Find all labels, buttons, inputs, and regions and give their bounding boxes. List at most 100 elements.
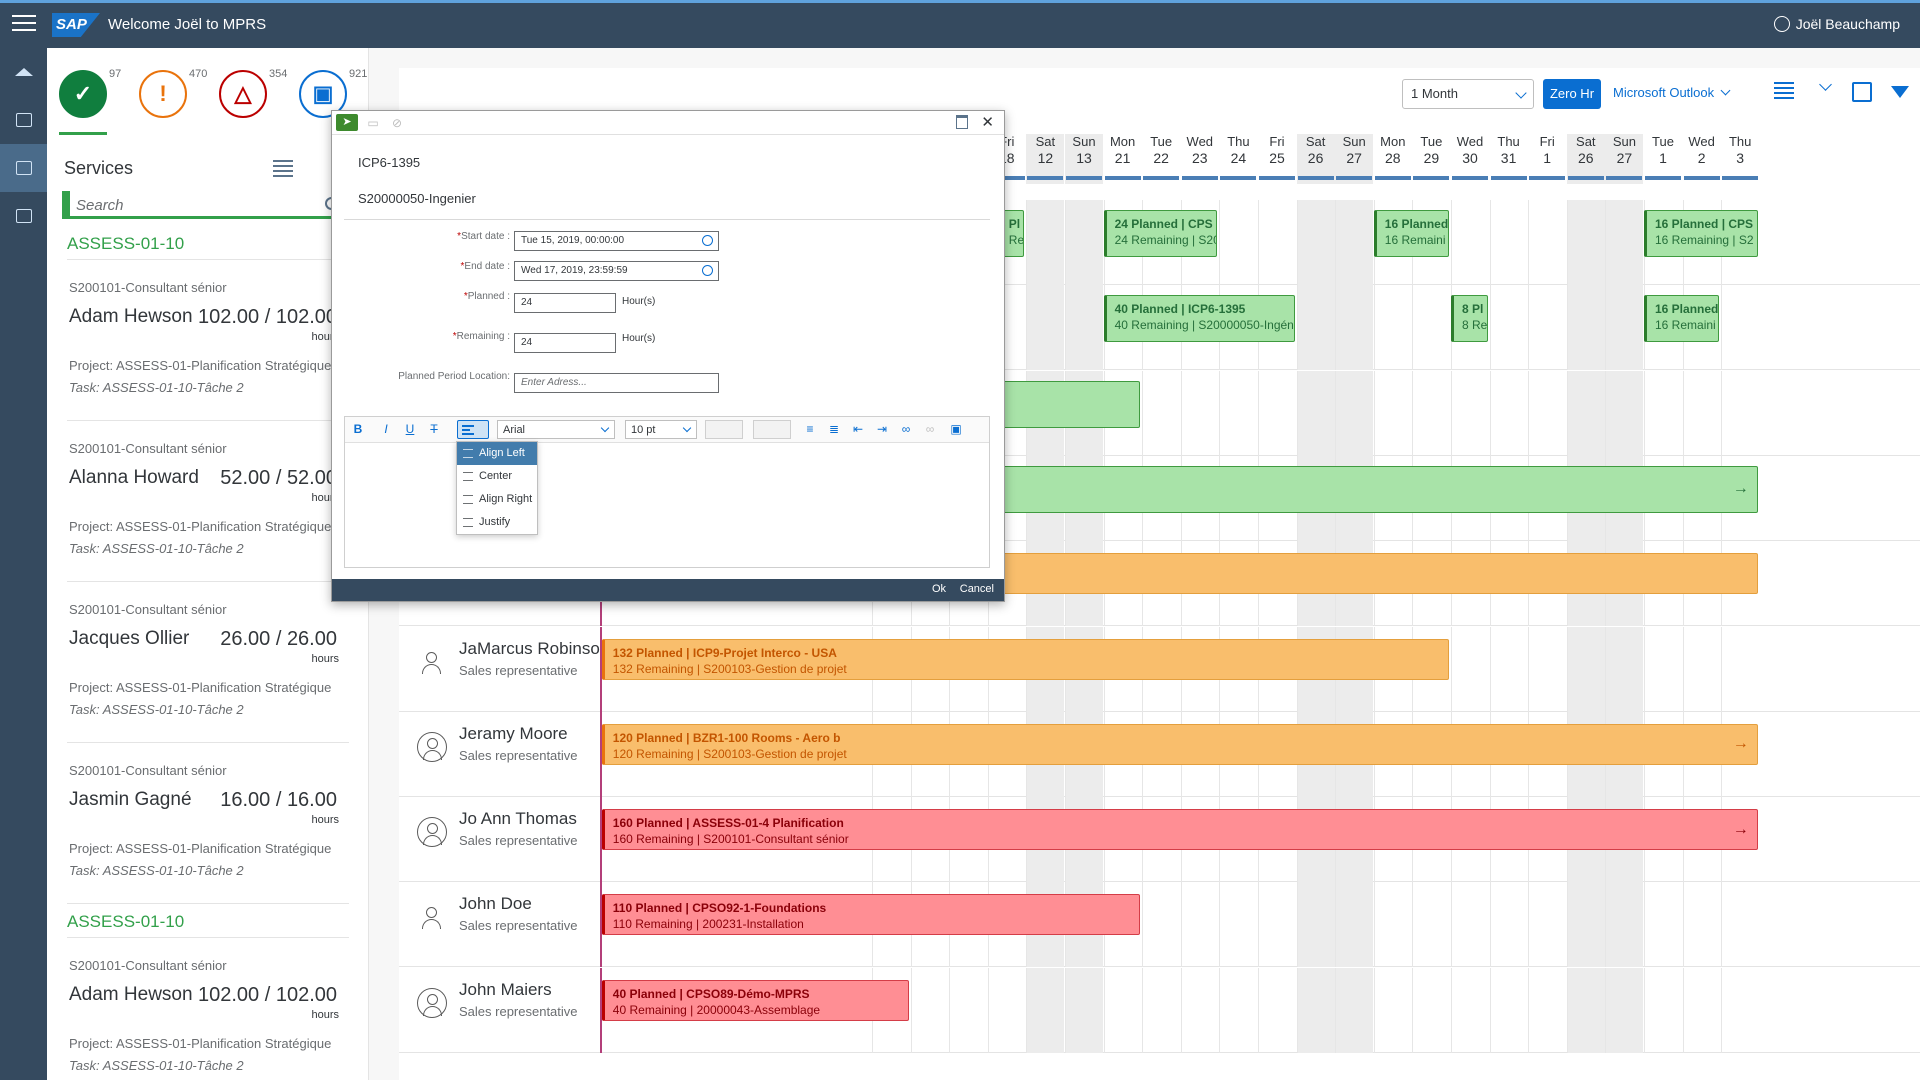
day-cell[interactable] (1412, 967, 1450, 1053)
day-column-header[interactable]: Sat 26 (1566, 134, 1605, 184)
day-cell[interactable] (1721, 370, 1759, 456)
day-column-header[interactable]: Wed 23 (1181, 134, 1219, 184)
day-cell[interactable] (1528, 370, 1566, 456)
end-date-input[interactable]: Wed 17, 2019, 23:59:59 (514, 261, 719, 281)
send-icon[interactable]: ➤ (336, 114, 358, 131)
day-cell[interactable] (1566, 285, 1605, 371)
day-cell[interactable] (1373, 370, 1412, 456)
day-cell[interactable] (1412, 370, 1450, 456)
day-column-header[interactable]: Sun 27 (1335, 134, 1374, 184)
cancel-button[interactable]: Cancel (959, 583, 994, 595)
day-column-header[interactable]: Thu 31 (1490, 134, 1528, 184)
align-menu-item[interactable]: Align Left (457, 442, 537, 465)
day-cell[interactable] (1528, 967, 1566, 1053)
day-cell[interactable] (1721, 882, 1759, 968)
assignment-bar[interactable]: 110 Planned | CPSO92-1-Foundations 110 Re… (601, 894, 1141, 936)
day-cell[interactable] (1644, 967, 1682, 1053)
day-cell[interactable] (1605, 370, 1644, 456)
resource-info[interactable]: Jeramy Moore Sales representative (417, 720, 697, 790)
day-cell[interactable] (1682, 626, 1721, 712)
day-cell[interactable] (1566, 200, 1605, 285)
assignment-bar[interactable]: 16 Planned 16 Remaini (1373, 210, 1449, 257)
day-cell[interactable] (1528, 626, 1566, 712)
day-cell[interactable] (1335, 882, 1374, 968)
start-date-input[interactable]: Tue 15, 2019, 00:00:00 (514, 231, 719, 251)
align-menu-item[interactable]: Align Right (457, 488, 537, 511)
day-column-header[interactable]: Tue 1 (1644, 134, 1682, 184)
assignment-bar[interactable]: 40 Planned | CPSO89-Démo-MPRS 40 Remainin… (601, 979, 909, 1021)
nav-planning[interactable] (0, 144, 47, 192)
day-cell[interactable] (1258, 370, 1296, 456)
outdent-button[interactable]: ⇤ (852, 422, 864, 436)
day-cell[interactable] (1335, 200, 1374, 285)
day-cell[interactable] (1026, 967, 1065, 1053)
assignment-bar[interactable]: 8 Pl 8 Re (1451, 295, 1488, 343)
day-cell[interactable] (1605, 285, 1644, 371)
day-cell[interactable] (1566, 967, 1605, 1053)
image-button[interactable]: ▣ (950, 422, 962, 436)
service-item[interactable]: S200101-Consultant sénior Jacques Ollier 2… (67, 582, 349, 743)
day-cell[interactable] (1528, 200, 1566, 285)
planned-input[interactable]: 24 (514, 293, 616, 313)
day-cell[interactable] (1682, 370, 1721, 456)
resource-info[interactable]: John Maiers Sales representative (417, 976, 697, 1046)
period-select[interactable]: 1 Month (1402, 79, 1534, 109)
day-column-header[interactable]: Sun 13 (1065, 134, 1103, 184)
day-cell[interactable] (1026, 200, 1065, 285)
day-cell[interactable] (1451, 626, 1489, 712)
resource-info[interactable]: John Doe Sales representative (417, 890, 697, 960)
service-group-header[interactable]: ASSESS-01-10 (67, 904, 349, 938)
day-column-header[interactable]: Fri 25 (1258, 134, 1296, 184)
day-cell[interactable] (1103, 967, 1142, 1053)
background-color-button[interactable] (753, 420, 791, 439)
bold-button[interactable]: B (353, 422, 363, 436)
search-field[interactable]: Search (62, 191, 346, 219)
day-cell[interactable] (1451, 370, 1489, 456)
day-cell[interactable] (910, 967, 949, 1053)
day-cell[interactable] (1489, 200, 1528, 285)
list-view-icon[interactable] (273, 160, 293, 178)
day-cell[interactable] (1180, 370, 1219, 456)
service-item[interactable]: S200101-Consultant sénior Jasmin Gagné 16.… (67, 743, 349, 904)
service-item[interactable]: S200101-Consultant sénior Adam Hewson 102.… (67, 938, 349, 1080)
nav-home[interactable] (0, 48, 47, 96)
day-cell[interactable] (1605, 626, 1644, 712)
search-input[interactable]: Search (76, 197, 124, 214)
kpi-tile[interactable]: ▣ 921 (299, 68, 367, 128)
calendar-source-select[interactable]: Microsoft Outlook (1613, 85, 1731, 100)
day-cell[interactable] (1142, 370, 1180, 456)
calendar-icon[interactable] (1852, 82, 1872, 102)
day-cell[interactable] (1605, 967, 1644, 1053)
day-column-header[interactable]: Fri 1 (1528, 134, 1566, 184)
day-cell[interactable] (1258, 200, 1296, 285)
day-cell[interactable] (1065, 285, 1103, 371)
day-cell[interactable] (1489, 626, 1528, 712)
copy-icon[interactable]: ▭ (367, 116, 379, 130)
underline-button[interactable]: U (405, 422, 415, 436)
day-cell[interactable] (1528, 285, 1566, 371)
nav-schedule[interactable] (0, 192, 47, 240)
day-column-header[interactable]: Wed 30 (1451, 134, 1489, 184)
link-button[interactable]: ∞ (901, 422, 911, 436)
day-column-header[interactable]: Tue 22 (1142, 134, 1180, 184)
arrow-right-icon[interactable]: → (1732, 820, 1749, 838)
assignment-bar[interactable]: 24 Planned | CPS 24 Remaining | S20 (1103, 210, 1218, 257)
user-menu[interactable]: Joël Beauchamp (1773, 16, 1900, 32)
day-cell[interactable] (1142, 882, 1180, 968)
assignment-bar[interactable]: 40 Planned | ICP6-1395 40 Remaining | S20… (1103, 295, 1295, 343)
day-cell[interactable] (1412, 285, 1450, 371)
day-column-header[interactable]: Sat 26 (1296, 134, 1335, 184)
day-cell[interactable] (1335, 967, 1374, 1053)
text-color-button[interactable] (705, 420, 743, 439)
day-cell[interactable] (1566, 882, 1605, 968)
day-cell[interactable] (1065, 967, 1103, 1053)
day-cell[interactable] (1258, 882, 1296, 968)
day-cell[interactable] (1219, 200, 1257, 285)
rich-text-editor[interactable]: B I U T Arial 10 pt ≡ ≣ ⇤ ⇥ ∞ ∞ ▣ (344, 416, 990, 568)
day-cell[interactable] (1219, 882, 1257, 968)
align-menu-item[interactable]: Center (457, 465, 537, 488)
assignment-bar[interactable]: 16 Planned 16 Remaini (1644, 295, 1720, 343)
nav-tasks[interactable] (0, 96, 47, 144)
ok-button[interactable]: Ok (931, 583, 946, 595)
day-column-header[interactable]: Mon 28 (1374, 134, 1412, 184)
